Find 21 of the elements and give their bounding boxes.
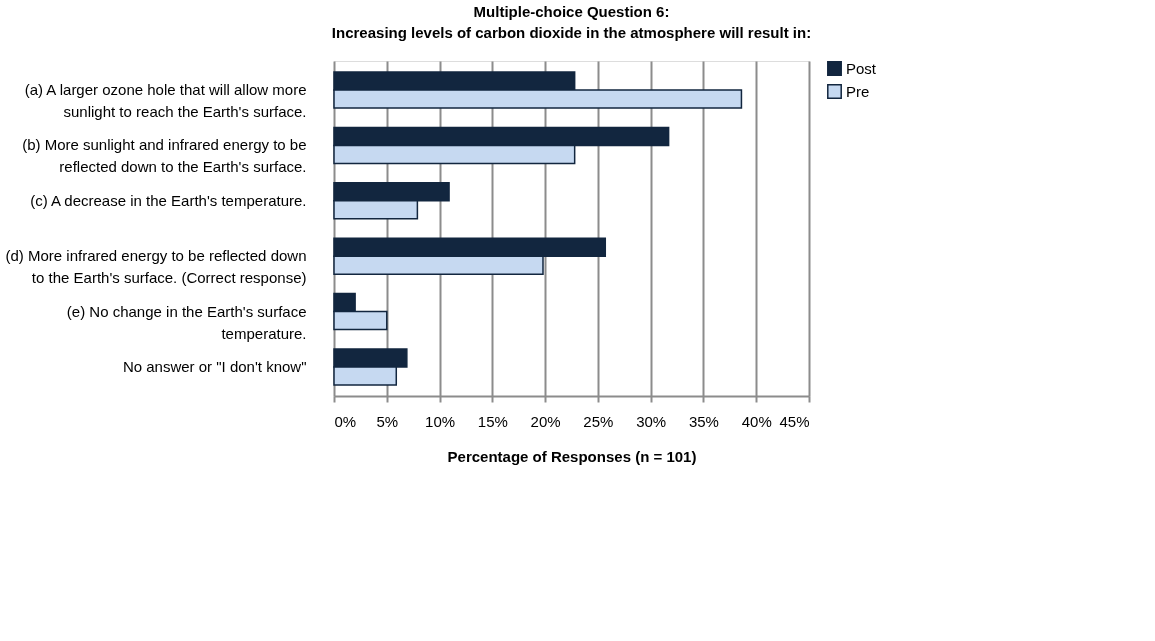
- y-tick-label: (a) A larger ozone hole that will allow more sunlight to reach the Earth's surface.: [24, 81, 307, 121]
- x-tick-label: 35%: [688, 412, 719, 430]
- legend-label: Pre: [846, 82, 870, 100]
- x-tick-label: 45%: [779, 412, 810, 430]
- x-tick-label: 25%: [583, 412, 614, 430]
- chart-subtitle: Increasing levels of carbon dioxide in the atmosphere will result in:: [331, 24, 812, 41]
- x-axis-title: Percentage of Responses (n = 101): [447, 447, 697, 465]
- x-tick-label: 10%: [425, 412, 456, 430]
- legend-label: Post: [846, 59, 877, 77]
- y-tick-label: (c) A decrease in the Earth's temperature.: [30, 191, 307, 209]
- x-tick-label: 20%: [530, 412, 561, 430]
- x-tick-label: 15%: [477, 412, 508, 430]
- chart-title: Multiple-choice Question 6:: [473, 3, 670, 20]
- x-tick-label: 40%: [741, 412, 772, 430]
- y-tick-label: (b) More sunlight and infrared energy to be reflected down to the Earth's surface.: [22, 136, 307, 176]
- y-tick-label: (e) No change in the Earth's surface temperature.: [66, 302, 307, 342]
- x-tick-label: 30%: [636, 412, 667, 430]
- x-tick-label: 0%: [334, 412, 357, 430]
- y-tick-label: (d) More infrared energy to be reflected down to the Earth's surface. (Correct response): [5, 247, 307, 287]
- y-tick-label: No answer or "I don't know": [122, 357, 307, 375]
- x-tick-label: 5%: [376, 412, 399, 430]
